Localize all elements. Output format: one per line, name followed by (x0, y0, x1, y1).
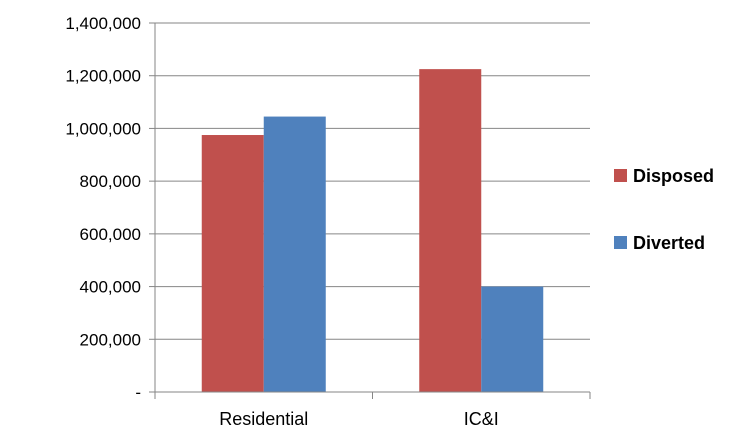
y-tick-label: 1,000,000 (65, 119, 141, 138)
y-tick-label: 1,200,000 (65, 67, 141, 86)
x-tick-labels: Residential IC&I (219, 409, 499, 429)
x-tick-label: IC&I (464, 409, 499, 429)
x-tick-label: Residential (219, 409, 308, 429)
y-tick-label: 1,400,000 (65, 14, 141, 33)
y-tick-label: 200,000 (80, 330, 141, 349)
legend-swatch-diverted (614, 236, 627, 249)
y-tick-labels: - 200,000 400,000 600,000 800,000 1,000,000 1,… (65, 14, 141, 402)
axes (149, 22, 591, 399)
legend-label-disposed: Disposed (633, 166, 714, 186)
legend: Disposed Diverted (614, 166, 714, 253)
bar-diverted-residential (263, 116, 326, 392)
legend-swatch-disposed (614, 169, 627, 182)
bar-diverted-ic-i (481, 286, 544, 392)
y-tick-label: 400,000 (80, 278, 141, 297)
y-tick-label: 800,000 (80, 172, 141, 191)
y-tick-label: 600,000 (80, 225, 141, 244)
y-tick-label: - (135, 383, 141, 402)
bar-disposed-residential (201, 135, 264, 392)
legend-label-diverted: Diverted (633, 233, 705, 253)
bars (201, 69, 544, 392)
bar-disposed-ic-i (419, 69, 482, 392)
